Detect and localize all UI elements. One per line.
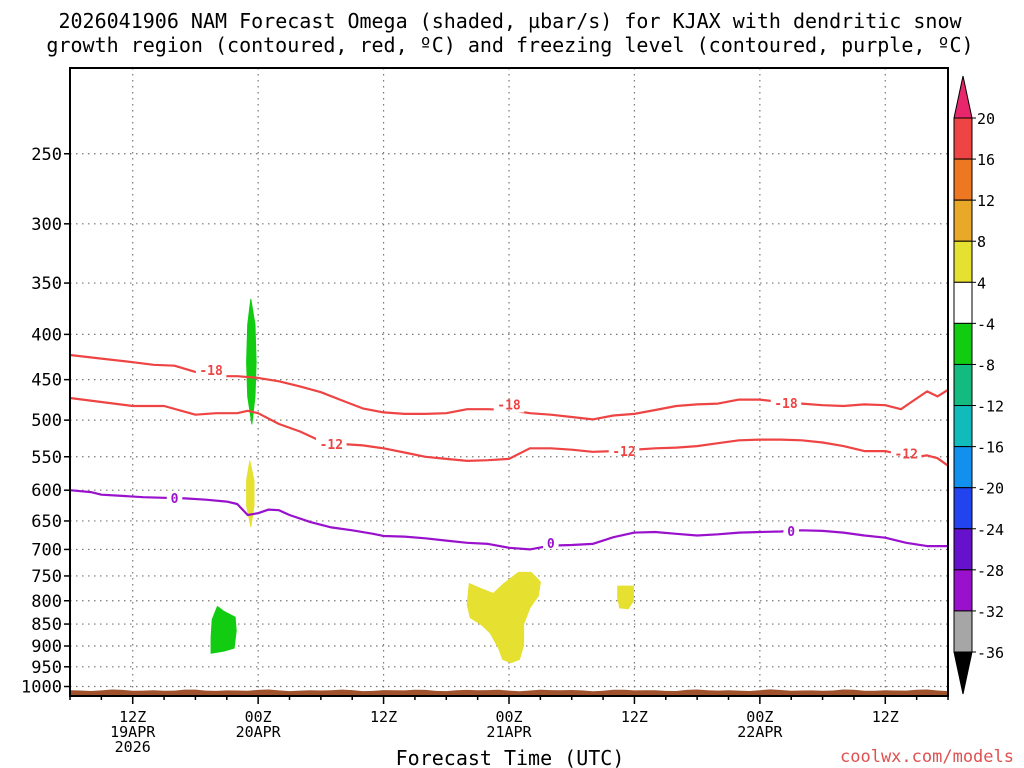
colorbar-label: -32: [977, 603, 1004, 621]
watermark: coolwx.com/models: [840, 747, 1014, 767]
contour-label: 0: [787, 525, 795, 540]
colorbar-swatch: [953, 158, 973, 201]
colorbar-label: -12: [977, 398, 1004, 416]
contour-label: 0: [171, 492, 179, 507]
x-tick-label: 12Z: [872, 708, 899, 726]
contour-line-2: [69, 489, 948, 551]
x-tick-label: 12Z: [621, 708, 648, 726]
colorbar-swatch: [953, 528, 973, 571]
gridlines: [70, 68, 948, 696]
x-tick-label: 12Z: [119, 708, 146, 726]
y-tick-label: 500: [31, 411, 62, 431]
colorbar-swatch: [953, 446, 973, 489]
x-tick-label: 00Z: [245, 708, 272, 726]
omega-shading: [210, 298, 634, 664]
colorbar-swatch: [953, 569, 973, 612]
y-tick-label: 950: [31, 658, 62, 678]
x-tick-label: 21APR: [486, 723, 532, 741]
yellow-omega-blob-mid: [246, 460, 255, 528]
colorbar-label: 20: [977, 110, 995, 128]
yellow-omega-blob-large: [466, 571, 541, 664]
colorbar-top-arrow: [953, 75, 973, 119]
y-tick-label: 850: [31, 615, 62, 635]
y-tick-label: 400: [31, 325, 62, 345]
contour-label: -18: [199, 364, 223, 379]
colorbar-label: -24: [977, 521, 1004, 539]
x-tick-label: 2026: [115, 738, 151, 756]
contour-label: -18: [497, 398, 521, 413]
y-tick-label: 550: [31, 448, 62, 468]
x-tick-label: 00Z: [746, 708, 773, 726]
colorbar-label: -36: [977, 644, 1004, 662]
terrain-fill: [70, 689, 948, 696]
y-tick-label: 300: [31, 215, 62, 235]
x-tick-label: 20APR: [236, 723, 282, 741]
contour-label: -12: [894, 447, 917, 462]
colorbar-swatch: [953, 117, 973, 160]
contour-line-0: [69, 353, 949, 421]
contour-label: 0: [547, 537, 555, 552]
contour-label: -12: [612, 445, 635, 460]
y-tick-label: 250: [31, 145, 62, 165]
colorbar-label: -20: [977, 480, 1004, 498]
colorbar-swatch: [953, 610, 973, 653]
terrain-layer: [70, 689, 948, 696]
colorbar-swatch: [953, 240, 973, 283]
colorbar-swatch: [953, 199, 973, 242]
colorbar-swatch: [953, 322, 973, 365]
colorbar-label: -8: [977, 356, 995, 374]
y-axis: 2503003504004505005506006507007508008509…: [21, 145, 70, 698]
green-omega-blob-upper: [246, 298, 257, 425]
y-tick-label: 800: [31, 592, 62, 612]
y-tick-label: 450: [31, 371, 62, 391]
colorbar-label: -16: [977, 439, 1004, 457]
colorbar-bottom-arrow: [953, 651, 973, 695]
yellow-omega-blob-small: [617, 585, 634, 610]
y-tick-label: 900: [31, 637, 62, 657]
x-tick-label: 19APR: [110, 723, 156, 741]
y-tick-label: 750: [31, 567, 62, 587]
colorbar-label: 16: [977, 151, 995, 169]
colorbar-swatch: [953, 281, 973, 324]
y-tick-label: 650: [31, 512, 62, 532]
colorbar-label: -4: [977, 315, 995, 333]
colorbar-label: 8: [977, 233, 986, 251]
colorbar-swatch: [953, 363, 973, 407]
green-omega-blob-lower: [210, 606, 237, 654]
chart-title-line2: growth region (contoured, red, ºC) and f…: [46, 33, 973, 57]
contour-label: -12: [320, 438, 343, 453]
x-tick-label: 22APR: [737, 723, 783, 741]
colorbar-label: -28: [977, 562, 1004, 580]
contour-label: -18: [774, 397, 798, 412]
y-tick-label: 700: [31, 540, 62, 560]
colorbar-label: 12: [977, 192, 995, 210]
y-tick-label: 1000: [21, 678, 62, 698]
x-tick-label: 12Z: [370, 708, 397, 726]
chart-title-line1: 2026041906 NAM Forecast Omega (shaded, µ…: [58, 9, 962, 33]
x-tick-label: 00Z: [495, 708, 522, 726]
colorbar: 20 16 12 8 4 -4 -8 -12 -16 -20 -24 -28 -32 -36: [953, 75, 1004, 695]
x-axis-label: Forecast Time (UTC): [396, 746, 625, 768]
contours: -18 -18 -18 -12 -12 -12 0 0 0: [69, 353, 949, 552]
plot-area: -18 -18 -18 -12 -12 -12 0 0 0: [69, 67, 949, 697]
colorbar-swatch: [953, 487, 973, 530]
contour-line-1: [69, 396, 949, 467]
colorbar-label: 4: [977, 274, 986, 292]
colorbar-swatch: [953, 405, 973, 448]
y-tick-label: 350: [31, 274, 62, 294]
y-tick-label: 600: [31, 481, 62, 501]
